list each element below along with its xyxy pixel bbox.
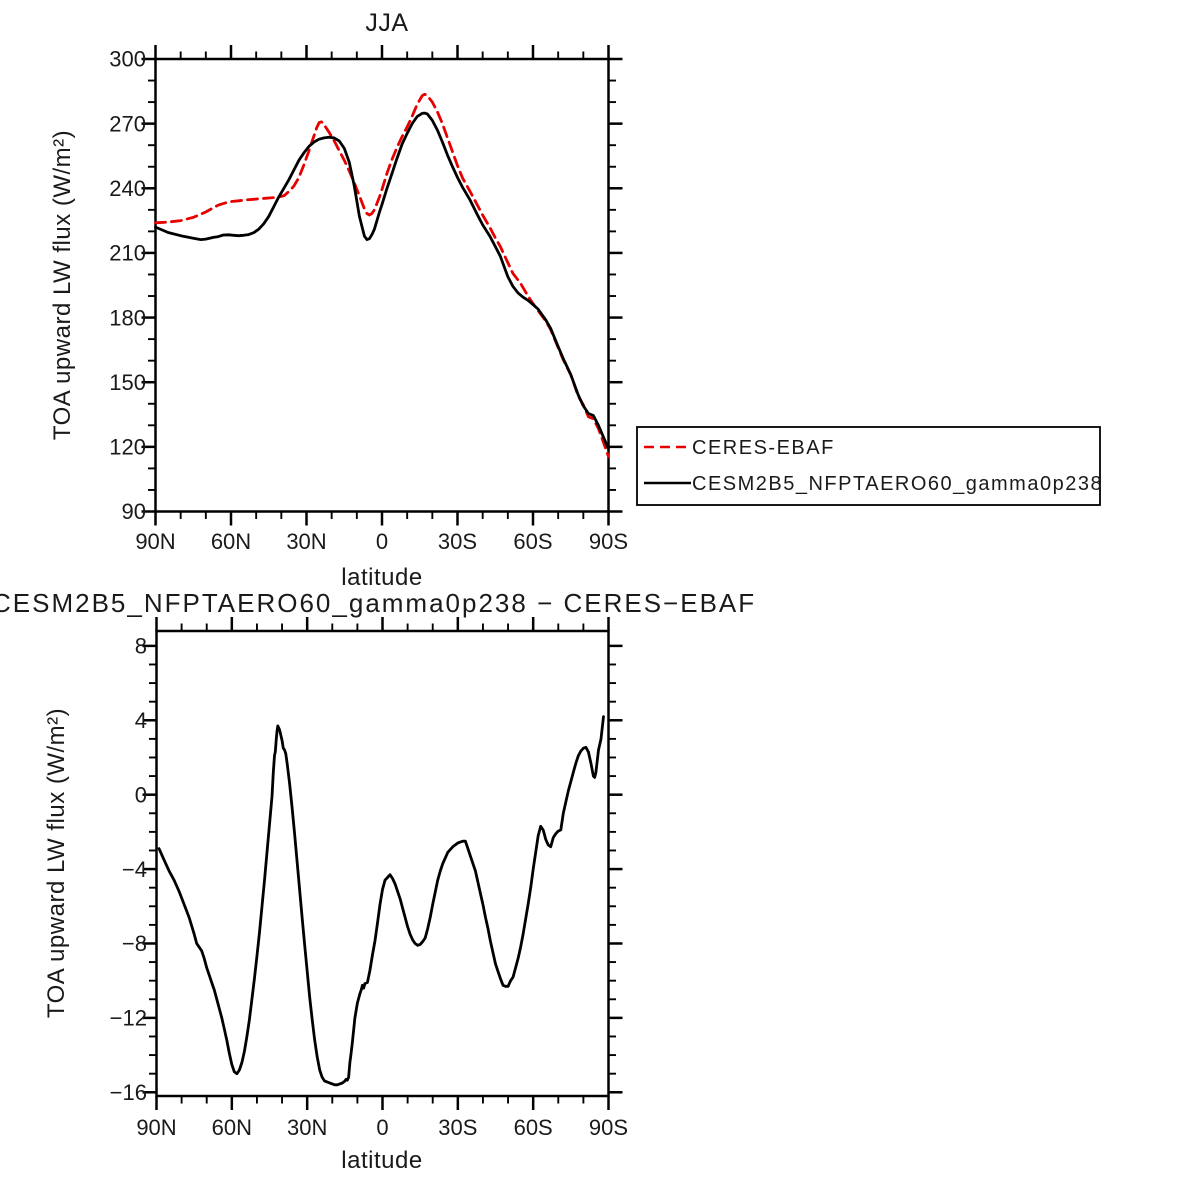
x-tick-label: 60S	[513, 529, 552, 554]
legend: CERES-EBAF CESM2B5_NFPTAERO60_gamma0p238	[636, 426, 1103, 506]
y-tick-label: 8	[135, 634, 147, 659]
bottom-y-axis-title: TOA upward LW flux (W/m²)	[43, 708, 70, 1018]
legend-box	[636, 426, 1101, 506]
y-tick-label: 180	[109, 305, 146, 330]
y-tick-label: 240	[109, 176, 146, 201]
top-y-axis-title: TOA upward LW flux (W/m²)	[49, 130, 76, 440]
x-tick-label: 30N	[286, 529, 326, 554]
bottom-panel: 90N 60N 30N 0 30S 60S 90S −16 −12 −8 −4 0 4 8	[110, 617, 628, 1140]
curve-ceres-ebaf	[154, 92, 610, 459]
x-tick-label: 90S	[589, 1115, 628, 1140]
y-tick-label: −16	[110, 1080, 147, 1105]
top-panel-title: JJA	[365, 9, 408, 37]
y-tick-label: 210	[109, 241, 146, 266]
x-tick-label: 30S	[438, 1115, 477, 1140]
x-tick-label: 60S	[514, 1115, 553, 1140]
bottom-panel-title: CESM2B5_NFPTAERO60_gamma0p238 − CERES−EB…	[0, 588, 756, 618]
y-tick-label: 4	[135, 708, 147, 733]
y-tick-label: 150	[109, 370, 146, 395]
y-tick-label: −12	[110, 1006, 147, 1031]
y-tick-label: −4	[122, 857, 147, 882]
legend-label-cesm2b5: CESM2B5_NFPTAERO60_gamma0p238	[692, 473, 1103, 495]
y-tick-label: 120	[109, 435, 146, 460]
curve-cesm2b5-nfptaero60-gamma0p238	[154, 111, 610, 451]
legend-label-ceres-ebaf: CERES-EBAF	[692, 437, 835, 459]
y-tick-label: −8	[122, 931, 147, 956]
top-x-axis-title: latitude	[341, 564, 422, 591]
x-tick-label: 90S	[589, 529, 628, 554]
x-tick-label: 90N	[135, 529, 175, 554]
x-tick-label: 0	[376, 529, 388, 554]
x-tick-label: 0	[376, 1115, 388, 1140]
curve-cesm2b5-nfptaero60-gamma0p238-minus-ceres-ebaf	[157, 715, 605, 1087]
x-tick-label: 60N	[212, 1115, 252, 1140]
x-tick-label: 30N	[287, 1115, 327, 1140]
y-tick-label: 270	[109, 111, 146, 136]
y-tick-label: 90	[122, 499, 146, 524]
x-tick-label: 30S	[438, 529, 477, 554]
plot-box	[154, 57, 610, 513]
x-tick-label: 60N	[211, 529, 251, 554]
bottom-x-axis-title: latitude	[341, 1147, 422, 1174]
y-tick-label: 0	[135, 782, 147, 807]
top-panel: 90N 60N 30N 0 30S 60S 90S 90 120 150 180 210 240 270 3…	[109, 45, 628, 554]
y-tick-label: 300	[109, 47, 146, 72]
x-tick-label: 90N	[136, 1115, 176, 1140]
